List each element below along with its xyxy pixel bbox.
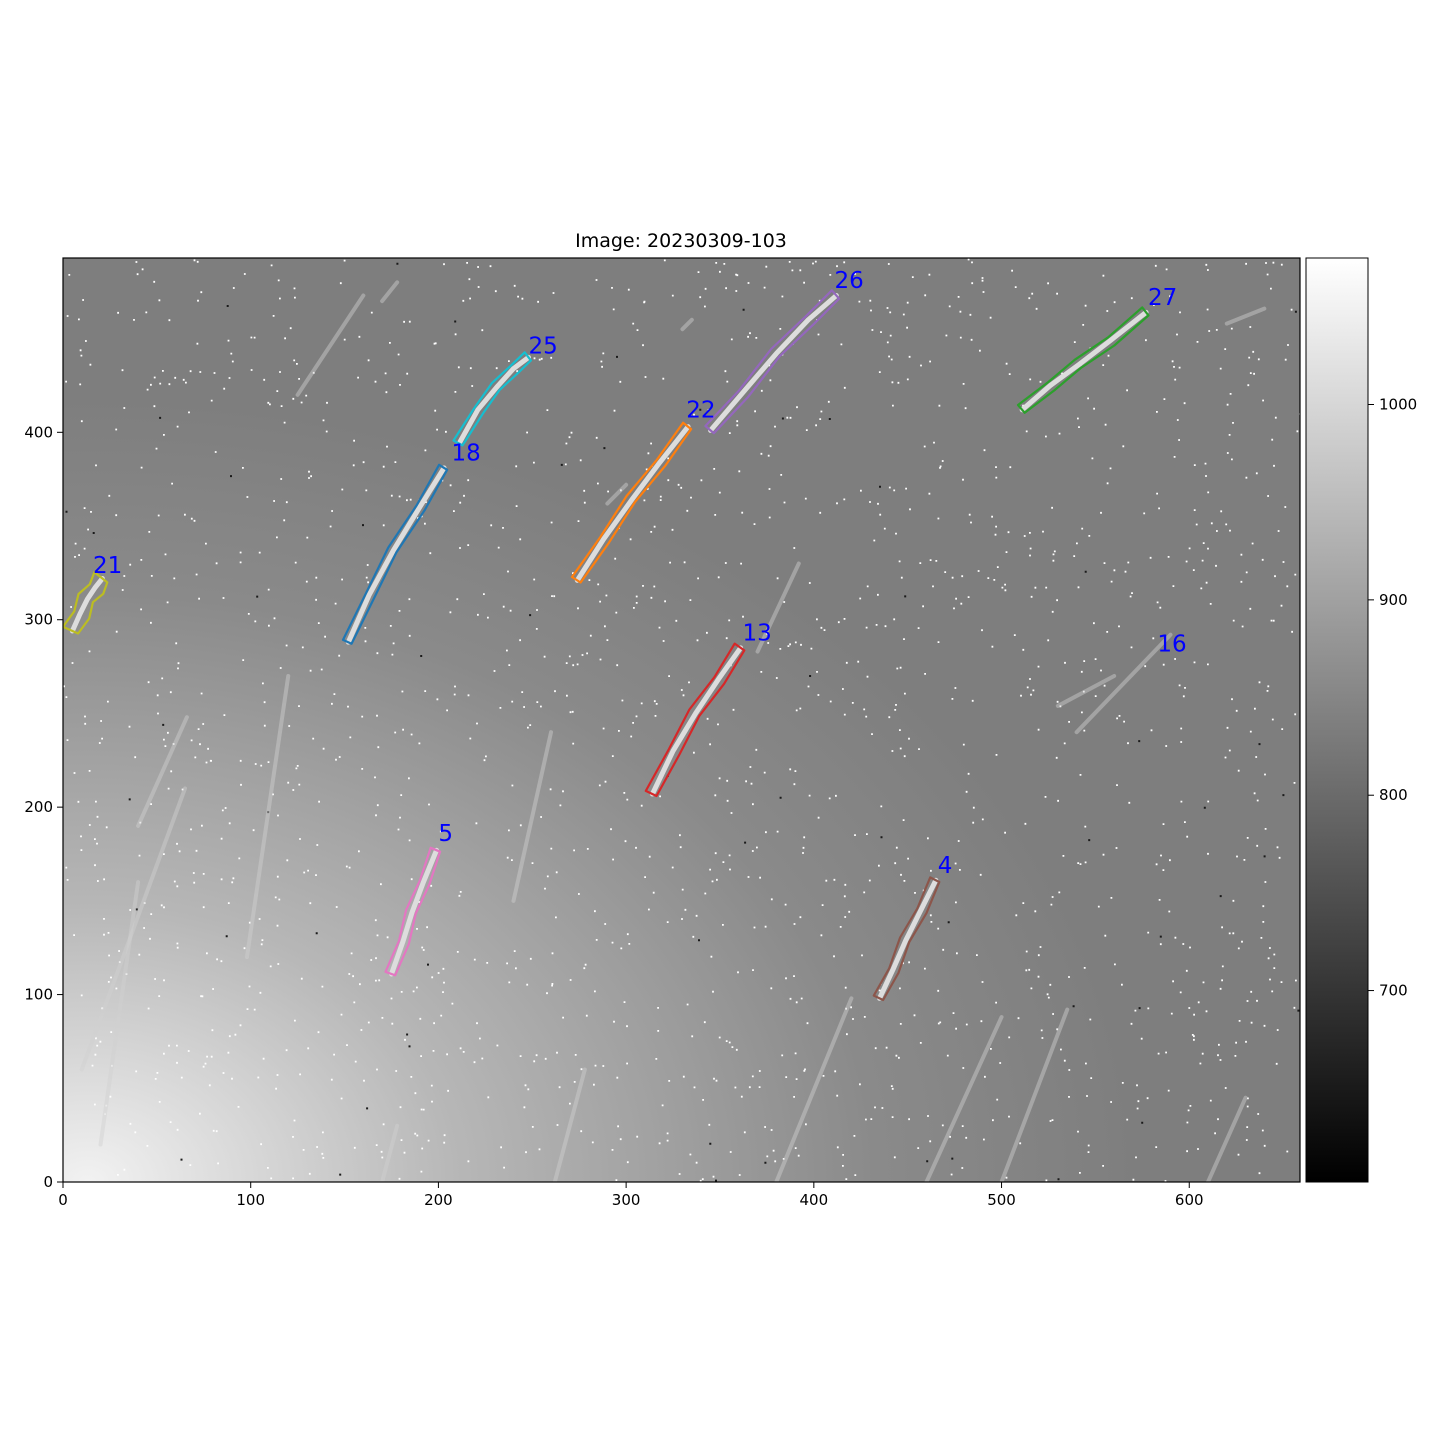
plot-frame <box>62 257 1301 1183</box>
y-tick-label: 200 <box>24 798 53 816</box>
object-25-streak <box>456 354 532 447</box>
detected-objects <box>63 289 1150 1002</box>
background-streak <box>680 317 694 332</box>
object-26-streak <box>708 292 839 433</box>
object-label-18: 18 <box>452 440 481 466</box>
plot-area <box>63 258 1300 1182</box>
x-tick-label: 0 <box>58 1191 68 1209</box>
x-tick-label: 300 <box>612 1191 641 1209</box>
background-streak <box>380 1123 400 1182</box>
object-5-contour <box>384 846 442 977</box>
y-tick-label: 100 <box>24 986 53 1004</box>
object-5-streak <box>388 847 440 977</box>
colorbar-tick-label: 700 <box>1379 982 1408 1000</box>
background-streak <box>605 482 629 506</box>
object-18-streak <box>345 465 447 645</box>
object-label-27: 27 <box>1148 285 1177 311</box>
x-tick-label: 400 <box>800 1191 829 1209</box>
object-27-streak <box>1019 309 1149 413</box>
object-label-25: 25 <box>529 334 558 360</box>
colorbar-tick-label: 1000 <box>1379 396 1417 414</box>
object-label-22: 22 <box>686 397 715 423</box>
object-22-contour <box>570 421 693 584</box>
background-streak <box>380 280 400 304</box>
background-streak <box>136 715 189 828</box>
x-tick-label: 200 <box>424 1191 453 1209</box>
object-25-contour <box>452 351 533 447</box>
background-streak <box>295 293 366 397</box>
object-18-contour <box>341 463 449 645</box>
background-streaks <box>79 280 1267 1182</box>
y-tick-label: 300 <box>24 611 53 629</box>
object-label-5: 5 <box>438 821 453 847</box>
object-21-contour <box>63 570 109 635</box>
object-22-streak <box>574 424 691 583</box>
object-21-streak <box>69 575 105 634</box>
background-streak <box>755 561 801 654</box>
object-label-16: 16 <box>1157 632 1186 658</box>
background-streak <box>1224 306 1267 326</box>
background-streak <box>244 673 291 960</box>
background-streak <box>924 1015 1004 1182</box>
object-4-contour <box>872 876 941 1002</box>
background-streak <box>552 1067 587 1182</box>
object-label-4: 4 <box>938 853 953 879</box>
object-labels: 21 18 25 22 26 27 13 16 5 4 <box>93 268 1187 879</box>
object-label-26: 26 <box>834 268 863 294</box>
colorbar-tick-label: 900 <box>1379 591 1408 609</box>
y-tick-label: 400 <box>24 423 53 441</box>
object-4-streak <box>877 877 939 1001</box>
colorbar <box>1305 257 1369 1183</box>
colorbar-axis: 700 800 900 1000 <box>1368 396 1417 1000</box>
background-streak <box>999 1007 1070 1182</box>
object-13-streak <box>649 645 744 797</box>
x-tick-label: 500 <box>987 1191 1016 1209</box>
colorbar-tick-label: 800 <box>1379 786 1408 804</box>
y-tick-label: 0 <box>43 1173 53 1191</box>
background-streak <box>1206 1095 1248 1182</box>
object-27-contour <box>1016 306 1150 414</box>
object-13-contour <box>644 642 746 798</box>
x-tick-label: 100 <box>236 1191 265 1209</box>
image-background <box>63 258 1300 1182</box>
background-streak <box>511 730 554 903</box>
background-streak <box>774 996 854 1182</box>
x-axis: 0 100 200 300 400 500 600 <box>58 1182 1204 1209</box>
background-streak <box>1074 632 1173 735</box>
background-streak <box>98 880 141 1147</box>
object-label-13: 13 <box>743 620 772 646</box>
background-streak <box>1055 673 1117 708</box>
x-tick-label: 600 <box>1175 1191 1204 1209</box>
background-streak <box>79 786 188 1072</box>
object-26-contour <box>704 289 841 435</box>
object-label-21: 21 <box>93 553 122 579</box>
chart-title: Image: 20230309-103 <box>575 230 787 252</box>
y-axis: 0 100 200 300 400 <box>24 423 63 1191</box>
